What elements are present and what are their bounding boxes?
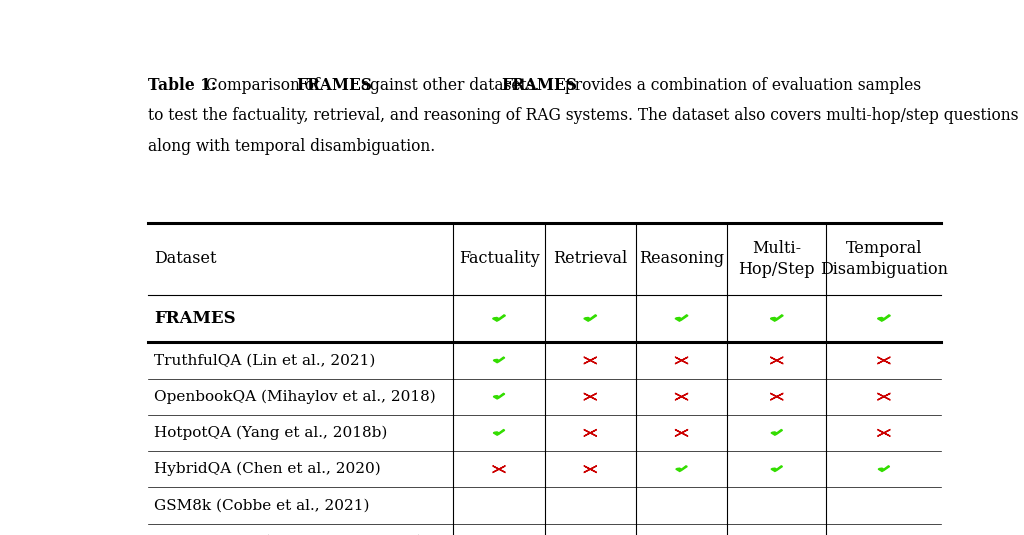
Polygon shape [584, 393, 597, 400]
Polygon shape [675, 430, 688, 436]
Text: FRAMES: FRAMES [297, 77, 373, 94]
Text: to test the factuality, retrieval, and reasoning of RAG systems. The dataset als: to test the factuality, retrieval, and r… [147, 108, 1018, 125]
Polygon shape [494, 357, 505, 363]
Polygon shape [493, 466, 506, 472]
Text: Factuality: Factuality [459, 250, 540, 268]
Polygon shape [584, 357, 597, 364]
Text: provides a combination of evaluation samples: provides a combination of evaluation sam… [560, 77, 922, 94]
Polygon shape [584, 357, 597, 364]
Text: Table 1:: Table 1: [147, 77, 216, 94]
Polygon shape [770, 357, 783, 364]
Text: FRAMES: FRAMES [502, 77, 578, 94]
Polygon shape [584, 502, 597, 509]
Polygon shape [675, 357, 688, 364]
Polygon shape [879, 466, 890, 471]
Text: Reasoning: Reasoning [639, 250, 724, 268]
Polygon shape [770, 315, 783, 321]
Polygon shape [584, 502, 597, 509]
Text: Multi-
Hop/Step: Multi- Hop/Step [738, 240, 815, 278]
Polygon shape [675, 357, 688, 364]
Text: against other datasets.: against other datasets. [355, 77, 544, 94]
Polygon shape [771, 502, 782, 508]
Polygon shape [675, 315, 688, 321]
Polygon shape [493, 502, 506, 509]
Polygon shape [770, 393, 783, 400]
Polygon shape [494, 430, 505, 435]
Polygon shape [584, 315, 597, 321]
Polygon shape [676, 502, 687, 508]
Polygon shape [770, 357, 783, 364]
Polygon shape [675, 393, 688, 400]
Polygon shape [878, 393, 890, 400]
Text: HybridQA (Chen et al., 2020): HybridQA (Chen et al., 2020) [155, 462, 381, 476]
Text: GSM8k (Cobbe et al., 2021): GSM8k (Cobbe et al., 2021) [155, 499, 370, 513]
Polygon shape [675, 430, 688, 436]
Polygon shape [676, 466, 687, 471]
Text: FRAMES: FRAMES [155, 310, 236, 327]
Text: OpenbookQA (Mihaylov et al., 2018): OpenbookQA (Mihaylov et al., 2018) [155, 389, 436, 404]
Text: TruthfulQA (Lin et al., 2021): TruthfulQA (Lin et al., 2021) [155, 354, 376, 368]
Text: Temporal
Disambiguation: Temporal Disambiguation [820, 240, 948, 278]
Polygon shape [584, 430, 597, 436]
Polygon shape [878, 430, 890, 436]
Text: Multihop-RAG(Tang & Yang, 2024): Multihop-RAG(Tang & Yang, 2024) [155, 534, 424, 535]
Text: Retrieval: Retrieval [553, 250, 628, 268]
Polygon shape [493, 315, 506, 321]
Polygon shape [584, 430, 597, 436]
Text: Comparison of: Comparison of [201, 77, 325, 94]
Polygon shape [675, 393, 688, 400]
Polygon shape [584, 466, 597, 472]
Polygon shape [878, 357, 890, 364]
Polygon shape [878, 315, 890, 321]
Polygon shape [584, 393, 597, 400]
Polygon shape [878, 430, 890, 436]
Polygon shape [878, 393, 890, 400]
Polygon shape [493, 502, 506, 509]
Polygon shape [493, 466, 506, 472]
Text: along with temporal disambiguation.: along with temporal disambiguation. [147, 139, 435, 155]
Polygon shape [494, 393, 505, 399]
Polygon shape [771, 430, 782, 435]
Text: Dataset: Dataset [155, 250, 217, 268]
Polygon shape [878, 357, 890, 364]
Polygon shape [878, 502, 890, 509]
Polygon shape [771, 466, 782, 471]
Text: HotpotQA (Yang et al., 2018b): HotpotQA (Yang et al., 2018b) [155, 426, 387, 440]
Polygon shape [770, 393, 783, 400]
Polygon shape [584, 466, 597, 472]
Polygon shape [878, 502, 890, 509]
